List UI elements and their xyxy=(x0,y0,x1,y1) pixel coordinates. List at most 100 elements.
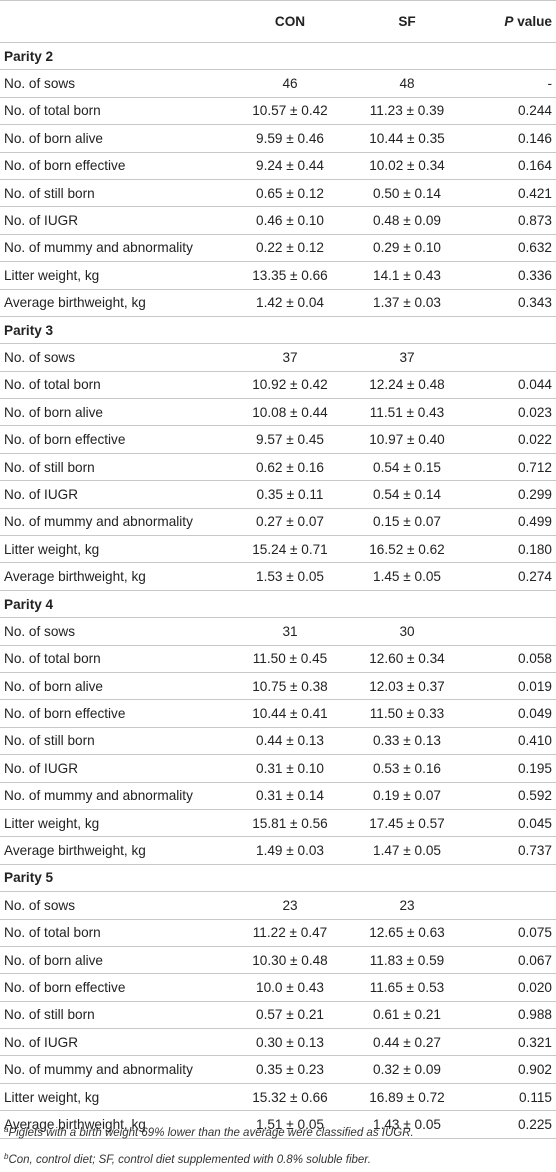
group-title: Parity 2 xyxy=(0,42,232,71)
table-row: No. of total born 10.92 ± 0.42 12.24 ± 0.4… xyxy=(0,371,556,400)
con-value: 13.35 ± 0.66 xyxy=(232,261,348,290)
con-value: 11.50 ± 0.45 xyxy=(232,645,348,673)
con-value: 0.30 ± 0.13 xyxy=(232,1028,348,1057)
table-row: No. of still born 0.57 ± 0.21 0.61 ± 0.21 0… xyxy=(0,1001,556,1030)
row-label: No. of IUGR xyxy=(0,754,232,783)
sf-value: 11.50 ± 0.33 xyxy=(348,699,466,728)
p-value: 0.049 xyxy=(466,699,556,728)
row-label: No. of total born xyxy=(0,97,232,126)
sf-value: 1.45 ± 0.05 xyxy=(348,562,466,591)
row-label: Litter weight, kg xyxy=(0,1083,232,1112)
sf-value: 12.65 ± 0.63 xyxy=(348,919,466,947)
sf-value: 0.53 ± 0.16 xyxy=(348,754,466,783)
table-footnotes: aPiglets with a birth weight 69% lower t… xyxy=(0,1118,556,1172)
group-title: Parity 3 xyxy=(0,316,232,345)
p-value: 0.737 xyxy=(466,836,556,865)
table-row: No. of total born 11.50 ± 0.45 12.60 ± 0.3… xyxy=(0,645,556,673)
con-value: 0.31 ± 0.14 xyxy=(232,782,348,810)
row-label: No. of born alive xyxy=(0,398,232,427)
group-empty-cell xyxy=(348,42,466,71)
table-row: No. of mummy and abnormality 0.22 ± 0.12 0… xyxy=(0,234,556,263)
row-label: No. of born effective xyxy=(0,973,232,1002)
sf-value: 11.23 ± 0.39 xyxy=(348,97,466,126)
sf-value: 10.44 ± 0.35 xyxy=(348,124,466,153)
footnote-a: aPiglets with a birth weight 69% lower t… xyxy=(0,1118,556,1145)
sf-value: 16.89 ± 0.72 xyxy=(348,1083,466,1112)
row-label: No. of total born xyxy=(0,645,232,673)
footnote-mark: b xyxy=(4,1152,9,1161)
p-value: 0.343 xyxy=(466,289,556,317)
sf-value: 0.19 ± 0.07 xyxy=(348,782,466,810)
con-value: 0.46 ± 0.10 xyxy=(232,206,348,235)
sf-value: 0.50 ± 0.14 xyxy=(348,179,466,208)
row-label: Litter weight, kg xyxy=(0,809,232,838)
con-value: 23 xyxy=(232,891,348,920)
p-value: 0.067 xyxy=(466,946,556,975)
row-label: No. of IUGR xyxy=(0,206,232,235)
group-empty-cell xyxy=(466,42,556,71)
row-label: No. of sows xyxy=(0,69,232,98)
row-label: No. of sows xyxy=(0,891,232,920)
row-label: No. of sows xyxy=(0,617,232,646)
sf-value: 12.60 ± 0.34 xyxy=(348,645,466,673)
con-value: 15.32 ± 0.66 xyxy=(232,1083,348,1112)
con-value: 0.44 ± 0.13 xyxy=(232,727,348,756)
sf-value: 12.24 ± 0.48 xyxy=(348,371,466,400)
row-label: Litter weight, kg xyxy=(0,261,232,290)
p-value: 0.225 xyxy=(466,1110,556,1139)
footnote-text: Con, control diet; SF, control diet supp… xyxy=(8,1154,371,1166)
row-label: No. of IUGR xyxy=(0,1028,232,1057)
p-value: 0.044 xyxy=(466,371,556,400)
con-value: 10.0 ± 0.43 xyxy=(232,973,348,1002)
p-value: 0.019 xyxy=(466,672,556,701)
p-value xyxy=(466,891,556,920)
row-label: No. of total born xyxy=(0,919,232,947)
p-value: 0.020 xyxy=(466,973,556,1002)
sf-value: 0.48 ± 0.09 xyxy=(348,206,466,235)
p-value: 0.180 xyxy=(466,535,556,564)
sf-value: 0.54 ± 0.15 xyxy=(348,453,466,482)
p-value: 0.075 xyxy=(466,919,556,947)
row-label: No. of still born xyxy=(0,179,232,208)
p-value: 0.902 xyxy=(466,1055,556,1084)
row-label: Litter weight, kg xyxy=(0,535,232,564)
sf-value: 10.02 ± 0.34 xyxy=(348,152,466,180)
p-value: 0.712 xyxy=(466,453,556,482)
table-row: No. of born alive 10.30 ± 0.48 11.83 ± 0.5… xyxy=(0,946,556,975)
table-row: No. of sows 31 30 xyxy=(0,617,556,646)
sf-value: 11.83 ± 0.59 xyxy=(348,946,466,975)
parity-group-row: Parity 5 xyxy=(0,864,556,893)
p-value: 0.499 xyxy=(466,508,556,537)
table-row: No. of IUGR 0.46 ± 0.10 0.48 ± 0.09 0.873 xyxy=(0,206,556,235)
con-value: 1.42 ± 0.04 xyxy=(232,289,348,317)
con-value: 10.57 ± 0.42 xyxy=(232,97,348,126)
p-value: 0.421 xyxy=(466,179,556,208)
p-value: 0.023 xyxy=(466,398,556,427)
table-row: No. of born effective 9.24 ± 0.44 10.02 ± … xyxy=(0,152,556,180)
con-value: 10.92 ± 0.42 xyxy=(232,371,348,400)
group-empty-cell xyxy=(348,316,466,345)
table-row: No. of sows 46 48- xyxy=(0,69,556,98)
table-row: No. of sows 23 23 xyxy=(0,891,556,920)
sf-value: 0.32 ± 0.09 xyxy=(348,1055,466,1084)
con-value: 0.35 ± 0.11 xyxy=(232,480,348,509)
p-value: - xyxy=(466,69,556,98)
con-value: 9.57 ± 0.45 xyxy=(232,425,348,454)
row-label: No. of IUGR xyxy=(0,480,232,509)
row-label: No. of still born xyxy=(0,727,232,756)
con-value: 11.22 ± 0.47 xyxy=(232,919,348,947)
p-value: 0.410 xyxy=(466,727,556,756)
p-value: 0.058 xyxy=(466,645,556,673)
group-empty-cell xyxy=(466,864,556,893)
con-value: 0.62 ± 0.16 xyxy=(232,453,348,482)
p-value: 0.146 xyxy=(466,124,556,153)
header-p-value: P value xyxy=(466,0,556,43)
sf-value: 11.51 ± 0.43 xyxy=(348,398,466,427)
sf-value: 16.52 ± 0.62 xyxy=(348,535,466,564)
con-value: 0.31 ± 0.10 xyxy=(232,754,348,783)
table-row: No. of mummy and abnormality 0.27 ± 0.07 0… xyxy=(0,508,556,537)
table-row: No. of born alive 9.59 ± 0.46 10.44 ± 0.35… xyxy=(0,124,556,153)
con-value: 9.59 ± 0.46 xyxy=(232,124,348,153)
p-value: 0.244 xyxy=(466,97,556,126)
